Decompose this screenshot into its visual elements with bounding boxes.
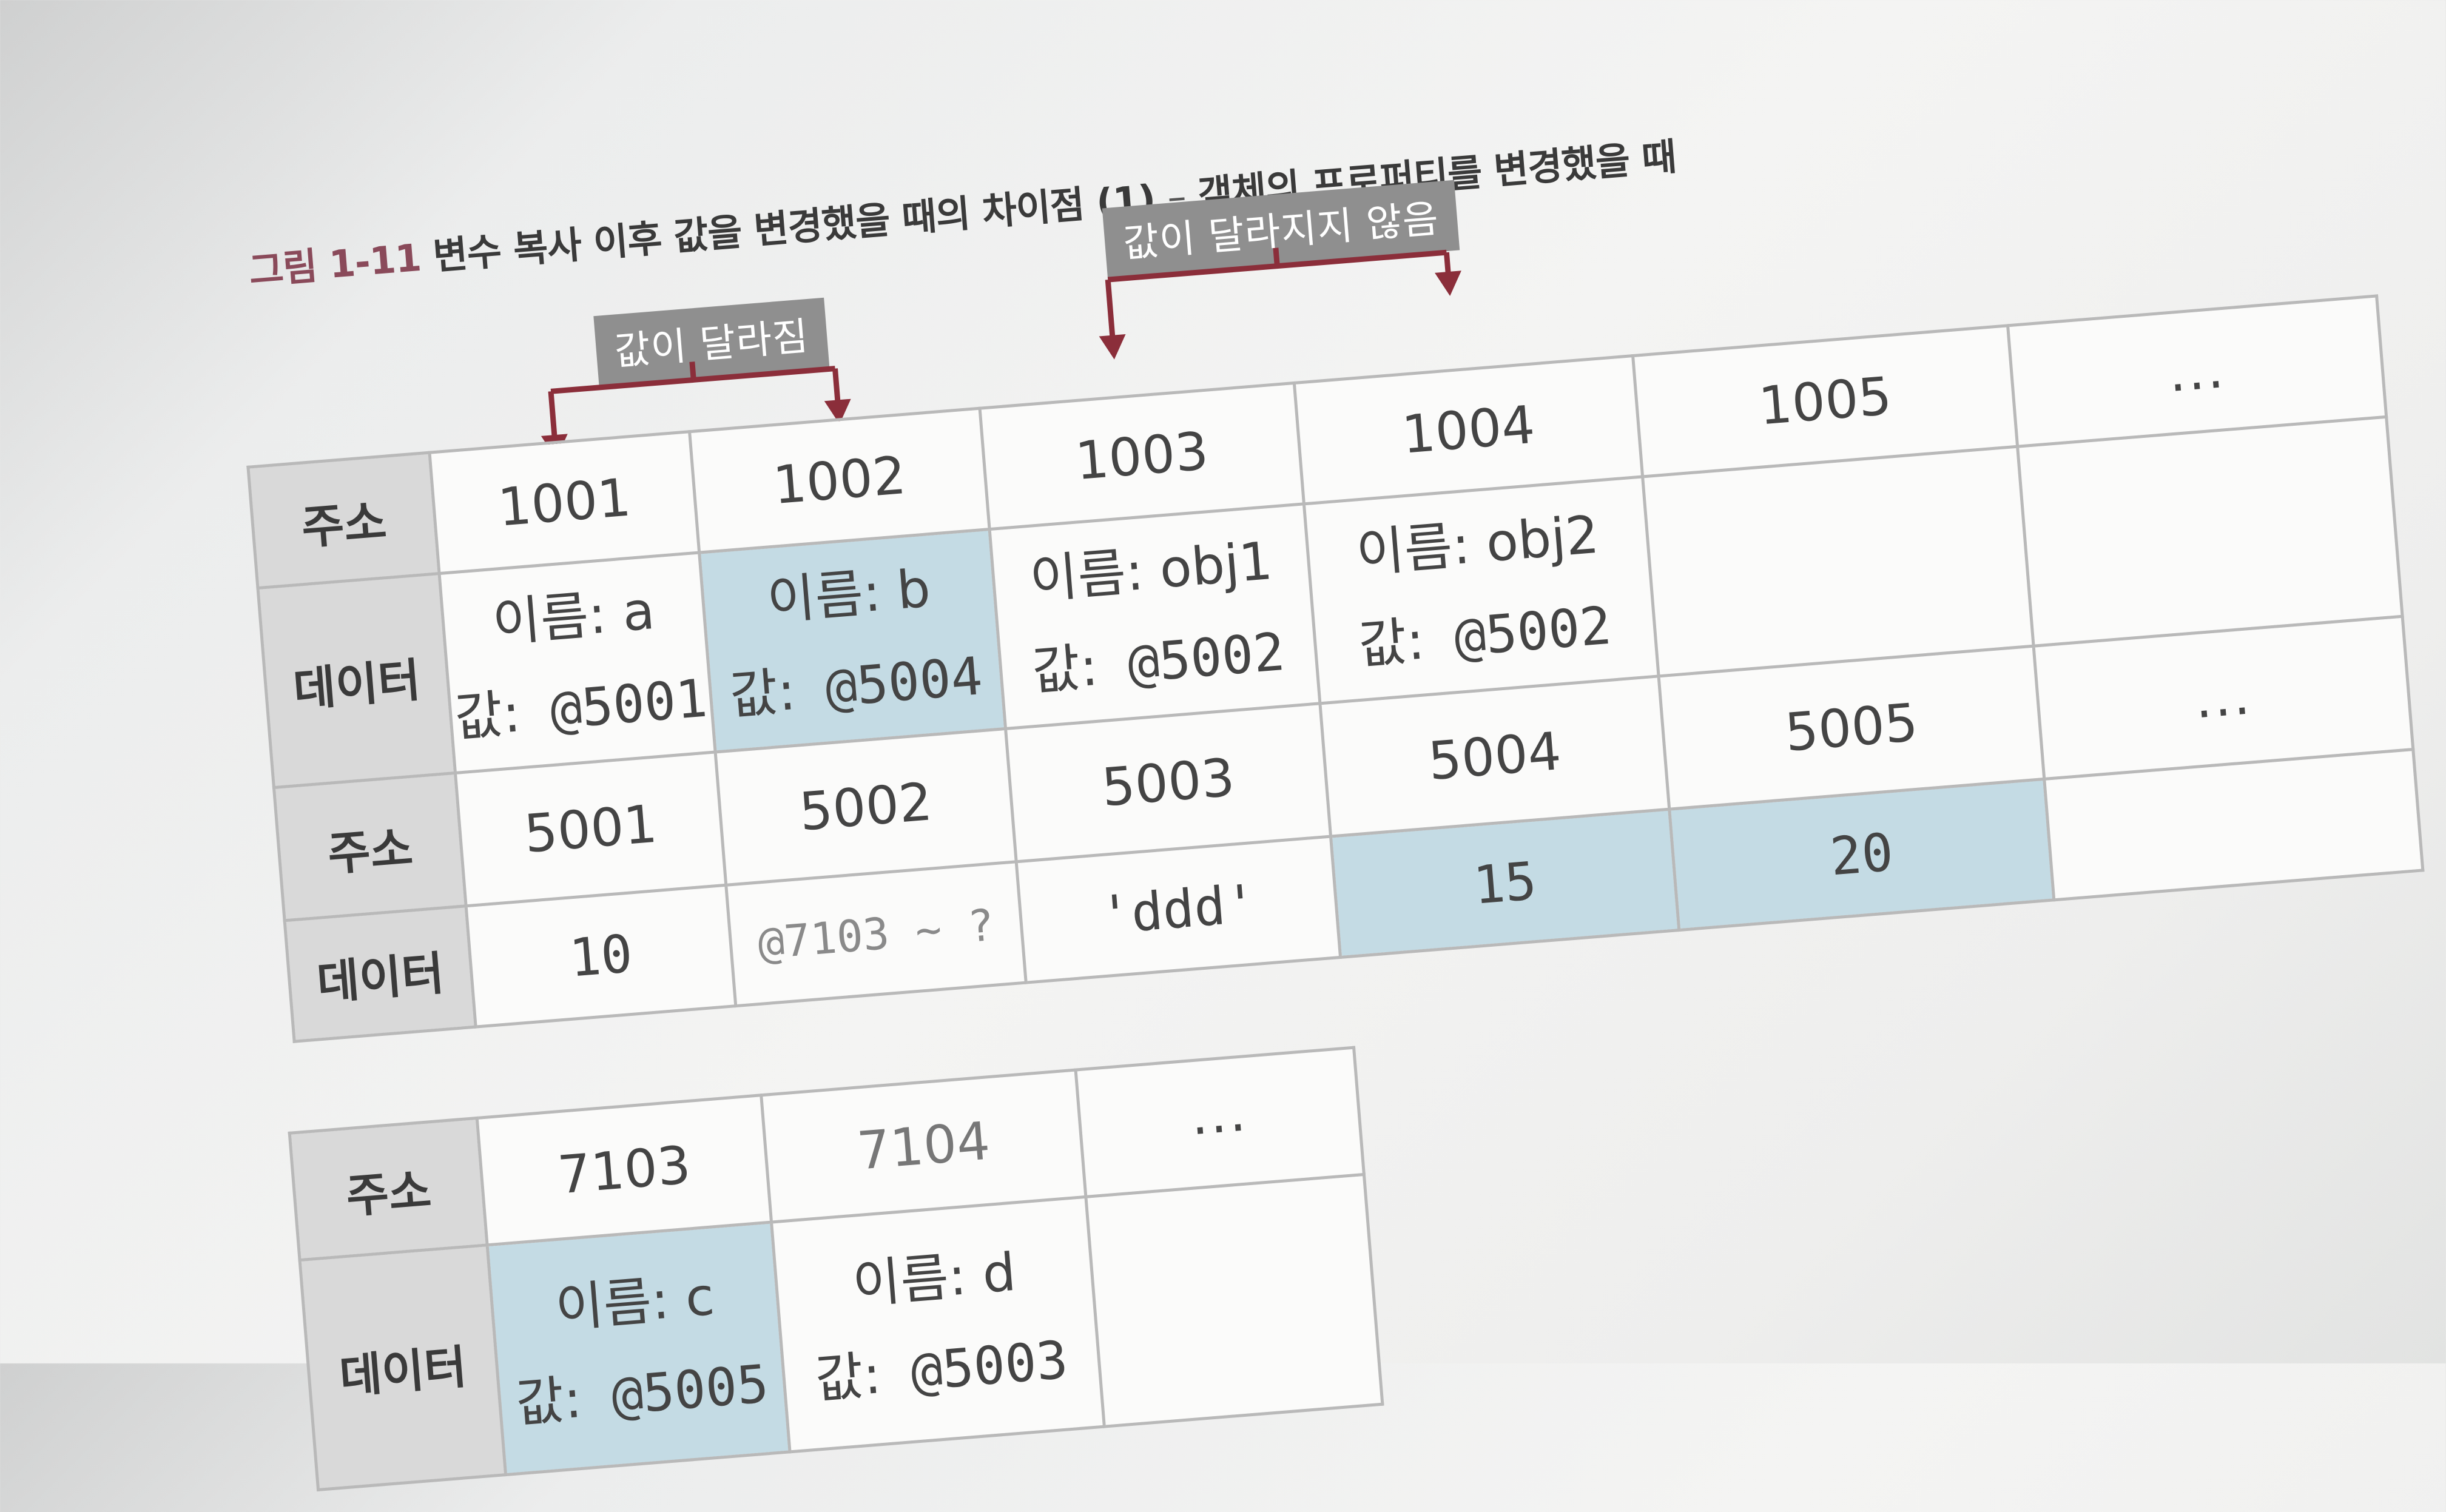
- address-cell: 5002: [715, 728, 1017, 885]
- var-value: @5004: [823, 645, 985, 719]
- var-cell-a: 이름: a 값: @5001: [439, 553, 716, 773]
- data-cell: 10: [466, 885, 736, 1027]
- var-cell-c: 이름: c 값: @5005: [487, 1222, 790, 1475]
- data-header: 데이터: [300, 1245, 506, 1490]
- bracket-arrows: [541, 247, 1461, 459]
- value-key: 값:: [727, 660, 798, 727]
- address-cell: 5003: [1005, 703, 1331, 862]
- empty-cell: [1085, 1174, 1383, 1427]
- empty-cell: [2017, 417, 2403, 647]
- value-key: 값:: [513, 1368, 584, 1434]
- address-header: 주소: [248, 452, 440, 588]
- address-cell: 5004: [1319, 676, 1669, 837]
- address-cell: 7103: [477, 1095, 772, 1245]
- empty-cell: [1642, 446, 2034, 676]
- bracket-changed: [548, 361, 841, 448]
- value-key: 값:: [452, 682, 523, 749]
- var-cell-b: 이름: b 값: @5004: [699, 529, 1006, 752]
- var-value: @5002: [1125, 621, 1287, 694]
- var-cell-obj2: 이름: obj2 값: @5002: [1304, 476, 1659, 704]
- figure: 그림 1-11 변수 복사 이후 값을 변경했을 때의 차이점 (1) – 객체…: [248, 134, 2423, 1490]
- address-cell: 5001: [455, 751, 726, 906]
- address-cell: 1002: [689, 408, 990, 553]
- data-cell: 'ddd': [1016, 836, 1341, 983]
- address-header: 주소: [289, 1118, 488, 1260]
- value-key: 값:: [1356, 610, 1427, 676]
- value-key: 값:: [1029, 636, 1100, 702]
- var-cell-obj1: 이름: obj1 값: @5002: [989, 503, 1320, 729]
- var-value: @5005: [609, 1353, 771, 1426]
- var-value: @5002: [1452, 595, 1614, 668]
- address-cell: 7104: [761, 1070, 1086, 1223]
- page-photo: 그림 1-11 변수 복사 이후 값을 변경했을 때의 차이점 (1) – 객체…: [248, 134, 2423, 1490]
- var-value: @5003: [908, 1329, 1070, 1403]
- data-cell: @7103 ~ ?: [726, 861, 1026, 1006]
- arrow-head-1003: [1099, 334, 1126, 360]
- bracket-unchanged: [1105, 247, 1452, 348]
- data-header: 데이터: [285, 906, 476, 1042]
- data-header: 데이터: [257, 573, 456, 788]
- arrow-head-1002: [824, 398, 851, 425]
- arrow-head-1004: [1435, 270, 1461, 296]
- value-key: 값:: [813, 1344, 883, 1410]
- address-header: 주소: [274, 773, 467, 921]
- address-cell-more: ...: [1076, 1047, 1364, 1197]
- var-cell-d: 이름: d 값: @5003: [771, 1197, 1105, 1452]
- address-cell: 1001: [429, 431, 699, 574]
- var-value: @5001: [548, 667, 710, 741]
